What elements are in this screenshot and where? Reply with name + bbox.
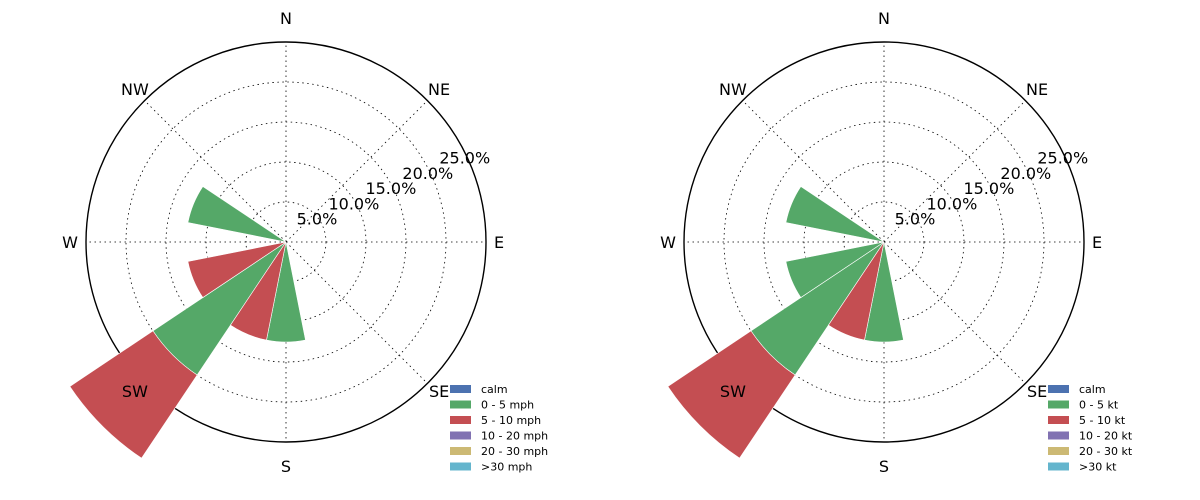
radial-tick-label: 20.0% <box>402 164 453 183</box>
direction-label-s: S <box>281 457 291 476</box>
bar-sw <box>69 330 198 459</box>
legend: calm 0 - 5 kt 5 - 10 kt 10 - 20 kt 20 - 30 k… <box>1048 383 1133 474</box>
bars <box>69 186 306 459</box>
legend-label: 0 - 5 kt <box>1079 399 1119 412</box>
radial-tick-label: 5.0% <box>895 210 936 229</box>
radial-tick-label: 5.0% <box>297 210 338 229</box>
direction-label-s: S <box>879 457 889 476</box>
bar-ssw <box>230 241 287 341</box>
direction-label-nw: NW <box>719 80 747 99</box>
direction-label-w: W <box>660 233 676 252</box>
direction-label-se: SE <box>429 382 449 401</box>
legend-label: 5 - 10 kt <box>1079 414 1126 427</box>
legend-swatch <box>1048 385 1069 393</box>
legend-label: calm <box>1079 383 1106 396</box>
legend-label: calm <box>481 383 508 396</box>
legend-swatch <box>450 462 471 471</box>
windrose-chart-1: 5.0%10.0%15.0%20.0%25.0% N NE E SE S SW W NW calm… <box>62 9 548 476</box>
radial-tick-label: 25.0% <box>1037 148 1088 167</box>
radial-tick-label: 10.0% <box>926 194 977 213</box>
angular-gridline <box>285 241 428 384</box>
radial-tick-label: 25.0% <box>439 148 490 167</box>
direction-label-ne: NE <box>1026 80 1048 99</box>
legend-swatch <box>450 416 471 424</box>
direction-label-sw: SW <box>122 382 148 401</box>
legend-label: 10 - 20 mph <box>481 430 548 443</box>
direction-label-ne: NE <box>428 80 450 99</box>
radial-tick-label: 15.0% <box>365 179 416 198</box>
direction-label-nw: NW <box>121 80 149 99</box>
bars <box>667 186 904 459</box>
polar-outer-circle <box>683 41 1085 443</box>
legend-swatch <box>1048 400 1069 409</box>
legend-swatch <box>1048 416 1069 424</box>
angular-gridline <box>742 100 885 243</box>
legend-label: 20 - 30 kt <box>1079 445 1133 458</box>
legend-label: >30 mph <box>481 461 532 474</box>
legend-swatch <box>450 431 471 440</box>
radial-tick-label: 15.0% <box>963 179 1014 198</box>
bar-ssw <box>828 241 885 341</box>
legend-swatch <box>1048 462 1069 471</box>
direction-label-n: N <box>878 9 890 28</box>
angular-gridline <box>883 241 1026 384</box>
angular-gridline <box>883 100 1026 243</box>
polar-outer-circle <box>85 41 487 443</box>
legend: calm 0 - 5 mph 5 - 10 mph 10 - 20 mph 20 - 3… <box>450 383 548 474</box>
radial-tick-label: 20.0% <box>1000 164 1051 183</box>
bar-wnw <box>785 186 885 243</box>
direction-label-e: E <box>1092 233 1102 252</box>
bar-wnw <box>187 186 287 243</box>
angular-gridline <box>144 100 287 243</box>
windrose-chart-2: 5.0%10.0%15.0%20.0%25.0% N NE E SE S SW W NW calm… <box>660 9 1133 476</box>
bar-wsw <box>187 241 287 298</box>
legend-label: 10 - 20 kt <box>1079 430 1133 443</box>
direction-label-n: N <box>280 9 292 28</box>
direction-label-se: SE <box>1027 382 1047 401</box>
legend-swatch <box>1048 431 1069 440</box>
direction-label-e: E <box>494 233 504 252</box>
bar-sw <box>667 330 796 459</box>
bar-wsw <box>785 241 885 298</box>
legend-label: >30 kt <box>1079 461 1117 474</box>
legend-label: 0 - 5 mph <box>481 399 534 412</box>
angular-gridline <box>285 100 428 243</box>
legend-label: 5 - 10 mph <box>481 414 541 427</box>
direction-label-sw: SW <box>720 382 746 401</box>
legend-swatch <box>450 400 471 409</box>
direction-label-w: W <box>62 233 78 252</box>
legend-swatch <box>450 447 471 455</box>
legend-swatch <box>1048 447 1069 455</box>
legend-swatch <box>450 385 471 393</box>
legend-label: 20 - 30 mph <box>481 445 548 458</box>
radial-tick-label: 10.0% <box>328 194 379 213</box>
